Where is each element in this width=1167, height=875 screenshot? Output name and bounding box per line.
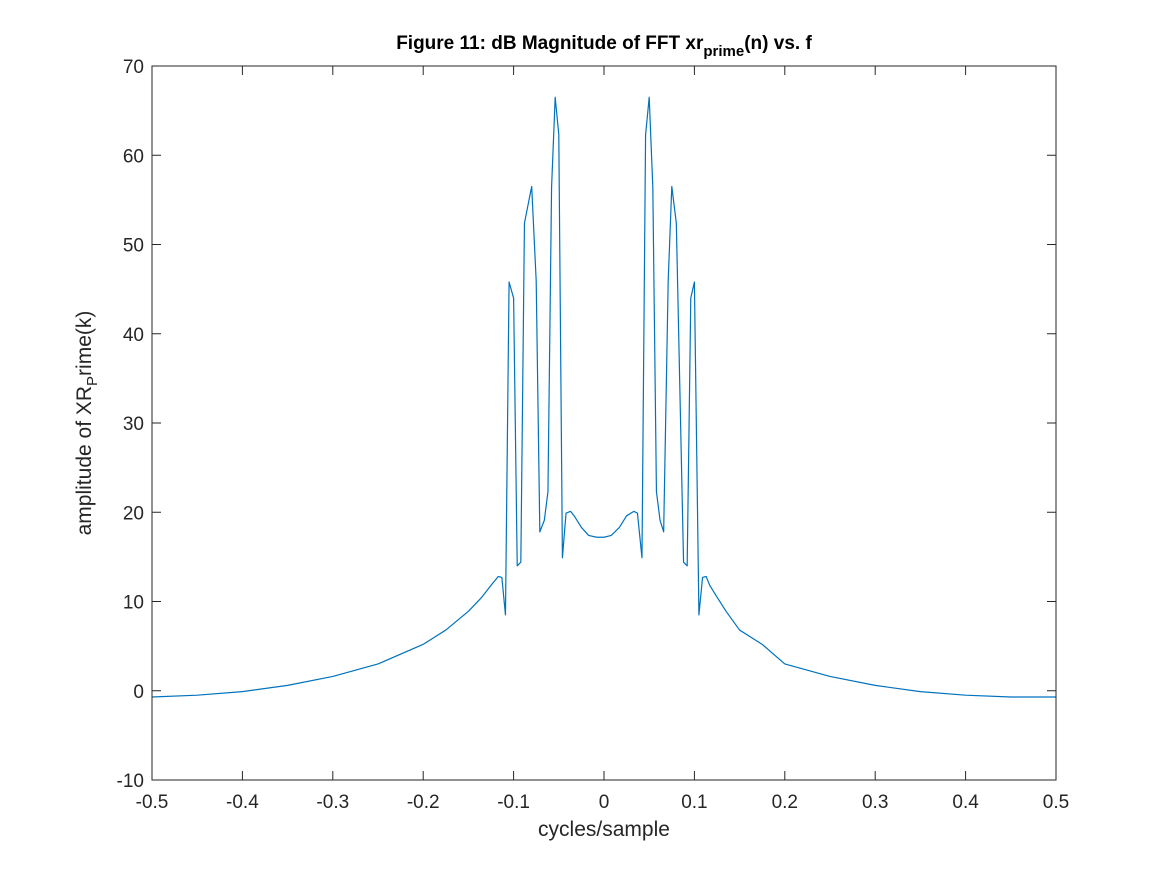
x-tick-label: 0.5: [1043, 792, 1069, 813]
series-layer: [151, 96, 1056, 698]
y-tick-label: 30: [123, 414, 144, 435]
x-tick-label: 0: [599, 792, 610, 813]
y-axis-label-subscript: P: [84, 376, 101, 386]
y-tick-label: 60: [123, 146, 144, 167]
chart-title-main: Figure 11: dB Magnitude of FFT xr: [396, 33, 704, 54]
x-tick-label: -0.1: [497, 792, 530, 813]
labels-layer: Figure 11: dB Magnitude of FFT xrprime(n…: [73, 33, 812, 841]
axes-box: [151, 65, 1057, 781]
y-tick-label: 0: [133, 682, 144, 703]
y-axis-label-rest: rime(k): [73, 311, 96, 376]
y-axis-label-main: amplitude of XR: [73, 386, 96, 535]
y-axis-label: amplitude of XRPrime(k): [73, 311, 101, 536]
series-line: [151, 96, 1056, 698]
plot-area: [152, 66, 1056, 780]
chart-title-subscript: prime: [703, 43, 744, 60]
chart-title-rest: (n) vs. f: [744, 33, 812, 54]
y-tick-label: 20: [123, 503, 144, 524]
x-tick-label: -0.5: [136, 792, 169, 813]
x-tick-label: 0.2: [772, 792, 798, 813]
y-tick-label: 50: [123, 236, 144, 257]
axes-background: [152, 66, 1056, 780]
x-axis-label: cycles/sample: [538, 818, 670, 841]
y-tick-label: 40: [123, 325, 144, 346]
x-tick-label: -0.2: [407, 792, 440, 813]
x-tick-label: 0.1: [681, 792, 707, 813]
x-tick-label: -0.3: [316, 792, 349, 813]
x-tick-label: 0.4: [952, 792, 979, 813]
ticks-layer: -0.5 -0.4 -0.3 -0.2 -0.1 0 0.1 0.2 0.3 0.4 0.5 -10 0…: [117, 57, 1070, 813]
y-tick-label: 10: [123, 593, 144, 614]
x-tick-label: 0.3: [862, 792, 888, 813]
y-tick-label: 70: [123, 57, 144, 78]
x-tick-label: -0.4: [226, 792, 259, 813]
y-tick-label: -10: [117, 771, 144, 792]
chart-title: Figure 11: dB Magnitude of FFT xrprime(n…: [396, 33, 812, 60]
